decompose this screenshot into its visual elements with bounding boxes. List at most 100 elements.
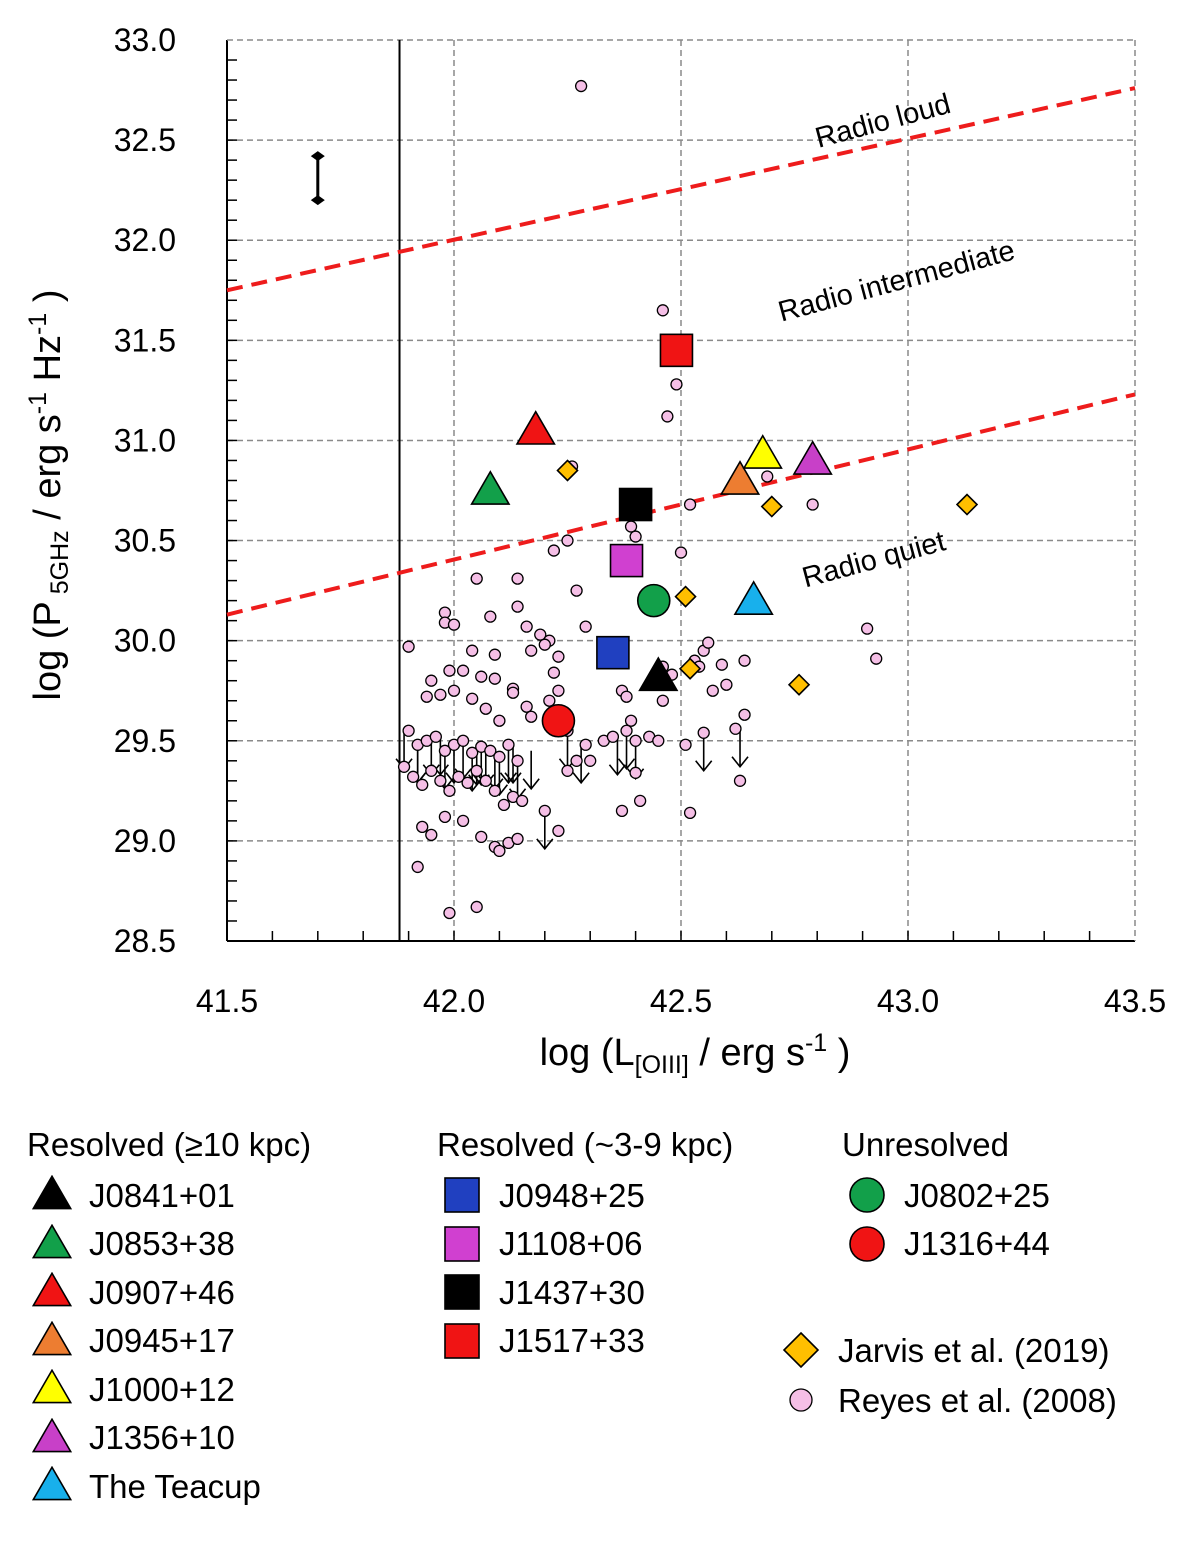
point-reyes-et-al-2008 xyxy=(561,764,574,777)
point-reyes-et-al-2008 xyxy=(620,690,633,703)
legend-marker-triangle xyxy=(31,1272,73,1307)
legend-item: J0945+17 xyxy=(29,1320,235,1361)
legend-item-label: J0907+46 xyxy=(89,1273,235,1311)
legend-marker-shape xyxy=(444,1322,480,1359)
legend-marker-shape xyxy=(444,1274,480,1310)
legend-marker-shape xyxy=(31,1223,73,1258)
point-reyes-et-al-2008 xyxy=(511,832,524,846)
point-j1316-44 xyxy=(541,703,576,738)
legend-item: J1316+44 xyxy=(844,1224,1050,1264)
legend-item-label: J1437+30 xyxy=(499,1273,645,1311)
point-reyes-et-al-2008 xyxy=(733,774,747,787)
point-reyes-et-al-2008 xyxy=(547,544,561,557)
point-reyes-et-al-2008 xyxy=(606,730,620,743)
point-reyes-et-al-2008 xyxy=(525,644,538,657)
y-tick-label: 29.5 xyxy=(114,723,176,759)
error-bar-cap xyxy=(310,195,325,206)
point-j1108-06 xyxy=(609,543,644,578)
legend-item: J0948+25 xyxy=(439,1175,645,1215)
point-reyes-et-al-2008 xyxy=(511,754,524,767)
legend-group-title: Resolved (~3-9 kpc) xyxy=(437,1126,734,1163)
point-j0948-25 xyxy=(596,635,630,670)
point-reyes-et-al-2008 xyxy=(702,636,715,649)
point-jarvis-et-al-2019 xyxy=(678,657,702,680)
legend-item-label: J1517+33 xyxy=(499,1322,645,1359)
point-reyes-et-al-2008 xyxy=(425,764,438,777)
legend-item-label: J0948+25 xyxy=(499,1176,645,1214)
y-tick-label: 28.5 xyxy=(114,923,176,959)
y-tick-label: 32.0 xyxy=(114,222,176,258)
legend-marker-triangle xyxy=(31,1175,73,1210)
upper-limit-arrow xyxy=(608,736,627,777)
point-reyes-et-al-2008 xyxy=(470,900,483,914)
legend-marker-shape xyxy=(31,1272,73,1307)
error-bar-cap xyxy=(310,151,325,162)
point-j0945-17 xyxy=(719,460,761,495)
point-reyes-et-al-2008 xyxy=(475,670,488,683)
y-tick-label: 30.0 xyxy=(114,623,176,659)
point-reyes-et-al-2008 xyxy=(438,810,452,824)
point-j1437-30 xyxy=(618,487,653,522)
legend-marker-diamond xyxy=(782,1331,820,1369)
upper-limit-arrow xyxy=(522,750,540,791)
point-reyes-et-al-2008 xyxy=(860,622,874,635)
point-reyes-et-al-2008 xyxy=(479,702,492,715)
point-reyes-et-al-2008 xyxy=(470,764,483,777)
point-reyes-et-al-2008 xyxy=(461,776,474,789)
point-reyes-et-al-2008 xyxy=(697,726,710,739)
point-reyes-et-al-2008 xyxy=(552,824,565,838)
point-reyes-et-al-2008 xyxy=(438,744,452,757)
point-reyes-et-al-2008 xyxy=(679,738,692,751)
point-reyes-et-al-2008 xyxy=(434,774,447,787)
point-jarvis-et-al-2019 xyxy=(955,493,979,516)
point-jarvis-et-al-2019 xyxy=(787,673,811,696)
upper-limit-arrow xyxy=(617,730,636,771)
point-reyes-et-al-2008 xyxy=(661,410,674,423)
legend-marker-triangle xyxy=(31,1369,73,1404)
point-reyes-et-al-2008 xyxy=(416,820,429,834)
point-reyes-et-al-2008 xyxy=(552,650,565,663)
legend-item: J0907+46 xyxy=(29,1272,235,1312)
legend-marker-small-circle xyxy=(789,1388,813,1412)
legend-marker-shape xyxy=(849,1177,885,1213)
upper-limit-arrow xyxy=(731,728,749,769)
legend-item-label: J0853+38 xyxy=(89,1225,235,1262)
y-tick-label: 31.5 xyxy=(114,322,176,358)
upper-limit-arrow xyxy=(695,732,713,773)
point-reyes-et-al-2008 xyxy=(629,766,642,779)
point-reyes-et-al-2008 xyxy=(466,746,479,759)
point-reyes-et-al-2008 xyxy=(738,708,751,721)
point-reyes-et-al-2008 xyxy=(397,760,411,773)
y-axis-title: log (P 5GHz / erg s-1 Hz-1 ) xyxy=(24,290,74,701)
point-reyes-et-al-2008 xyxy=(484,610,497,623)
point-reyes-et-al-2008 xyxy=(543,694,556,707)
legend-item: The Teacup xyxy=(29,1466,261,1506)
legend-item-label: J1000+12 xyxy=(89,1370,235,1408)
point-j0841-01 xyxy=(638,656,679,692)
point-reyes-et-al-2008 xyxy=(574,79,588,93)
point-the-teacup xyxy=(733,580,774,615)
x-tick-label: 42.5 xyxy=(650,983,712,1019)
point-reyes-et-al-2008 xyxy=(447,618,461,631)
legend-marker-circle xyxy=(849,1225,885,1262)
point-reyes-et-al-2008 xyxy=(475,830,488,844)
point-reyes-et-al-2008 xyxy=(729,722,742,735)
point-reyes-et-al-2008 xyxy=(570,584,583,597)
legend-marker-triangle xyxy=(31,1320,73,1355)
point-reyes-et-al-2008 xyxy=(656,304,669,317)
legend-marker-triangle xyxy=(31,1417,73,1452)
point-reyes-et-al-2008 xyxy=(620,724,633,737)
upper-limit-arrow xyxy=(536,810,554,851)
point-reyes-et-al-2008 xyxy=(720,678,733,691)
point-reyes-et-al-2008 xyxy=(466,692,479,705)
point-reyes-et-al-2008 xyxy=(570,754,583,767)
point-reyes-et-al-2008 xyxy=(615,804,629,818)
point-reyes-et-al-2008 xyxy=(538,638,551,651)
point-reyes-et-al-2008 xyxy=(479,774,492,787)
point-reyes-et-al-2008 xyxy=(674,546,688,559)
legend-marker-shape xyxy=(31,1417,73,1452)
point-reyes-et-al-2008 xyxy=(493,750,506,763)
legend-marker-shape xyxy=(782,1331,820,1369)
point-reyes-et-al-2008 xyxy=(443,784,456,797)
legend-marker-shape xyxy=(31,1320,73,1355)
